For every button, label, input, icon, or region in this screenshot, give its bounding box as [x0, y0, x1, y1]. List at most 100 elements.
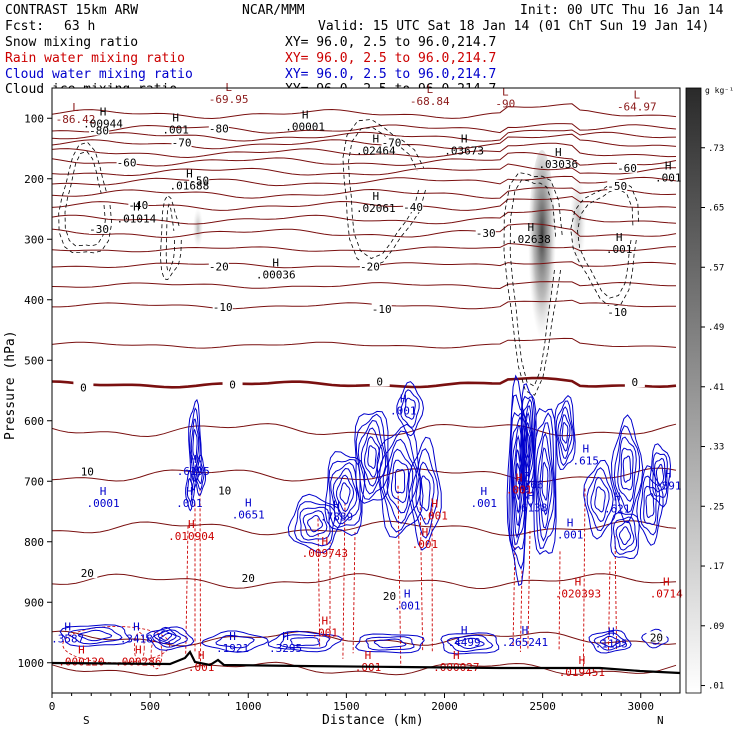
rain-contour: [62, 626, 171, 664]
cloud-ice-contour: [348, 127, 419, 259]
cloud-water-contour: [521, 398, 535, 491]
cloud-water-value: .615: [573, 454, 600, 467]
x-tick-label: 0: [49, 700, 56, 713]
cloud-water-contour: [610, 512, 640, 560]
extremum-value: .01688: [170, 180, 210, 193]
isotherm-label-bg: [171, 136, 192, 148]
cloud-water-value: .265241: [502, 636, 548, 649]
init-time: Init: 00 UTC Thu 16 Jan 14: [520, 3, 724, 18]
isotherm-line: [51, 209, 677, 225]
colorbar-gradient: [685, 87, 702, 694]
cloud-water-max-marker: H: [333, 499, 340, 512]
isotherm-label: -40: [403, 201, 423, 214]
cloud-water-contour: [151, 629, 188, 648]
field-snow-xy: XY= 96.0, 2.5 to 96.0,214.7: [285, 35, 496, 50]
isotherm-label-bg: [77, 465, 98, 477]
cloud-water-contour: [519, 383, 537, 508]
isotherm-label: -60: [117, 156, 137, 169]
rain-max-marker: H: [198, 649, 205, 662]
south-label: S: [83, 714, 90, 727]
isotherm-label-bg: [607, 180, 628, 192]
x-tick-label: 2500: [529, 700, 556, 713]
rain-value: .001: [312, 627, 339, 640]
extremum-marker: L: [634, 88, 641, 101]
extremum-value: .02464: [356, 145, 396, 158]
cloud-water-contour: [390, 459, 410, 504]
cloud-water-max-marker: H: [480, 485, 487, 498]
isotherm-line: [51, 281, 677, 290]
extremum-value: .001: [606, 243, 633, 256]
cloud-water-value: .6195: [177, 465, 210, 478]
cloud-water-contour: [365, 636, 415, 651]
rain-value: .001: [421, 509, 448, 522]
cloud-water-contour: [382, 438, 418, 524]
rain-value: .020393: [555, 587, 601, 600]
plot-area: -80 -80 -70 -70 -60 -60 -50 -50 -40 -40 -30 -30 -20 -…: [51, 81, 683, 694]
isotherm-label: -10: [213, 301, 233, 314]
ground-line: [51, 650, 681, 675]
cloud-water-contour: [354, 633, 425, 654]
isotherm-line: [51, 103, 677, 120]
rain-contour: [519, 570, 523, 653]
cloud-water-contour: [506, 374, 530, 587]
cloud-water-contour: [186, 477, 194, 503]
cloud-water-max-marker: H: [608, 626, 615, 639]
rain-value: .001: [506, 483, 533, 496]
fcst-value: 63 h: [64, 19, 95, 34]
cloud-water-contour: [515, 462, 521, 501]
isotherm-label-bg: [379, 590, 400, 602]
extremum-marker: H: [616, 231, 623, 244]
cloud-water-contour: [620, 447, 634, 491]
cloud-water-contour: [522, 405, 534, 486]
cloud-ice-contour: [503, 172, 563, 396]
cloud-water-contour: [455, 637, 485, 650]
field-snow-name: Snow mixing ratio: [5, 35, 138, 50]
cloud-water-max-marker: H: [245, 497, 252, 510]
isotherm-line: [51, 123, 677, 134]
cloud-water-contour: [299, 506, 331, 541]
isotherm-label: 20: [81, 567, 94, 580]
y-tick-label: 400: [24, 294, 44, 307]
cloud-water-contour: [649, 443, 672, 508]
cloud-water-contour: [355, 413, 389, 500]
extremum-marker: H: [302, 108, 309, 121]
extremum-value: -90: [495, 97, 515, 110]
isotherm-label: 20: [650, 631, 663, 644]
colorbar-label: .57: [708, 263, 724, 273]
cloud-water-contour: [336, 474, 355, 513]
x-axis-title: Distance (km): [322, 713, 424, 728]
extremum-marker: L: [426, 83, 433, 96]
cloud-water-max-marker: H: [282, 630, 289, 643]
cloud-water-contour: [656, 463, 665, 487]
isotherm-line: [51, 129, 677, 142]
cloud-water-value: .001: [390, 405, 417, 418]
cloud-ice-contour: [64, 150, 106, 247]
extremum-marker: H: [555, 146, 562, 159]
cloud-water-value: .001: [471, 497, 498, 510]
extremum-marker: H: [133, 200, 140, 213]
isotherm-label-bg: [646, 631, 667, 643]
isotherm-line: [51, 133, 677, 150]
isotherm-label-bg: [359, 260, 380, 272]
cloud-water-contour: [534, 412, 556, 549]
rain-value: .0714: [650, 587, 683, 600]
cloud-water-contour: [533, 407, 557, 555]
cloud-water-value: .3418: [120, 633, 153, 646]
rain-max-marker: H: [516, 471, 523, 484]
cloud-water-contour: [559, 414, 571, 452]
extremum-value: -69.95: [209, 93, 249, 106]
rain-max-marker: H: [321, 615, 328, 628]
cloud-water-contour: [197, 466, 203, 485]
isotherm-label: 10: [81, 466, 94, 479]
cloud-water-contour: [588, 629, 632, 654]
cloud-water-contour: [653, 457, 667, 493]
isotherm-line: [51, 195, 677, 211]
cloud-water-contour: [407, 436, 442, 551]
rain-contours: [62, 485, 618, 670]
cloud-water-contour: [554, 395, 576, 471]
y-tick-label: 600: [24, 415, 44, 428]
cloud-water-value: .5766: [510, 478, 543, 491]
cloud-water-value: .7839: [320, 511, 353, 524]
isotherm-label-bg: [208, 260, 229, 272]
cloud-water-value: .001: [176, 497, 203, 510]
